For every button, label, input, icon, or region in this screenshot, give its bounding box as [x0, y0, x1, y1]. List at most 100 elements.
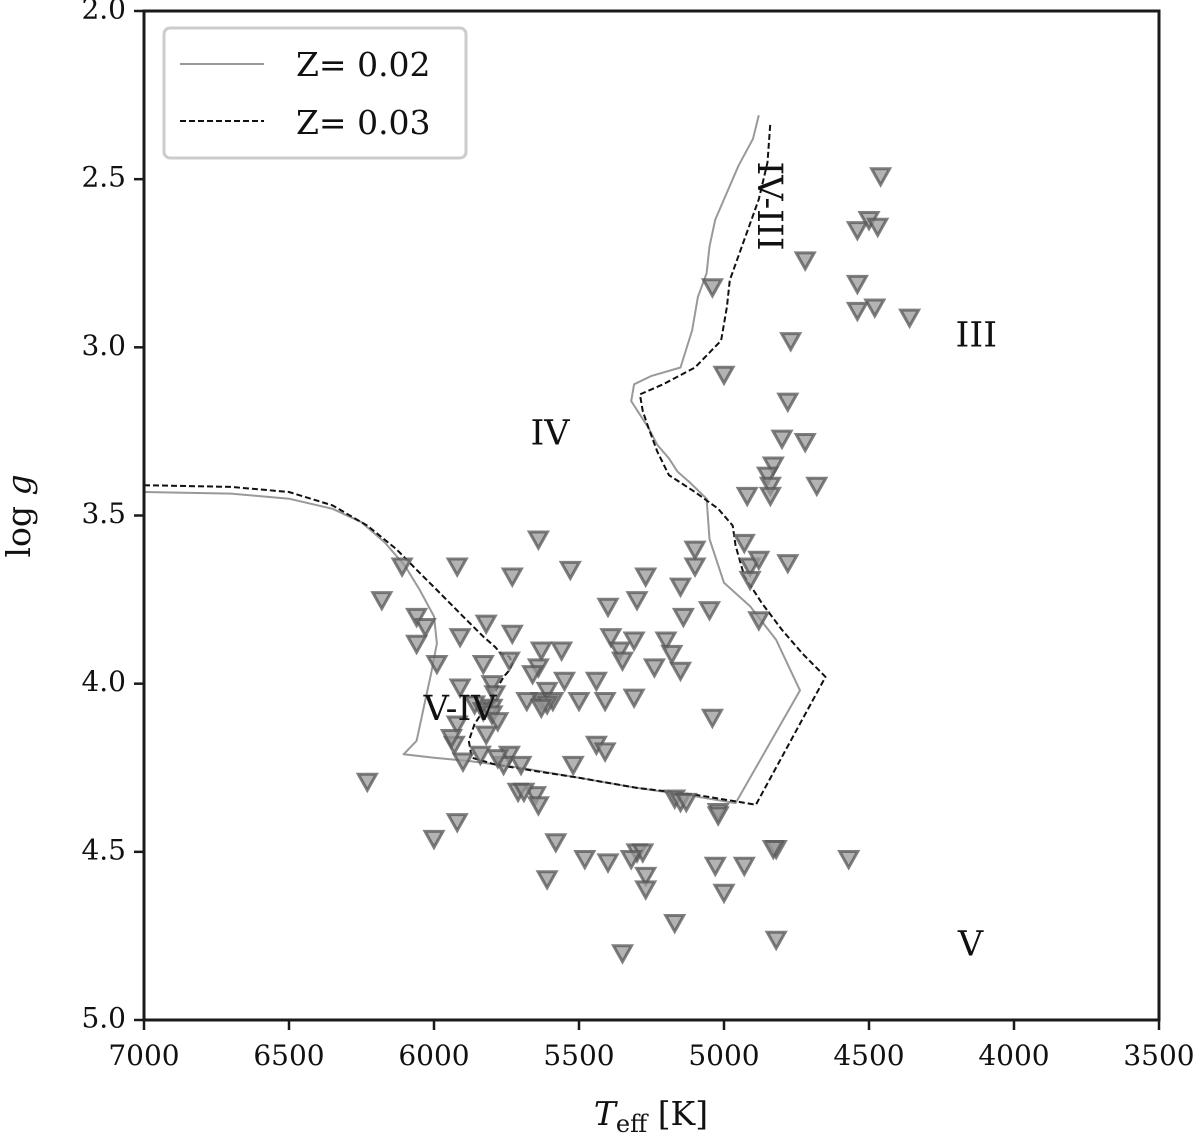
data-point-60	[642, 658, 666, 679]
y-tick-label-4: 4.0	[81, 665, 126, 698]
y-tick-label-6: 5.0	[81, 1002, 126, 1035]
data-point-21	[526, 530, 550, 552]
data-point-1	[845, 221, 869, 242]
data-point-63	[483, 685, 507, 706]
x-tick-label-6: 4000	[978, 1039, 1049, 1072]
legend: Z= 0.02 Z= 0.03	[162, 26, 468, 160]
data-point-14	[793, 433, 817, 454]
data-point-85	[439, 728, 463, 750]
data-point-9	[898, 308, 922, 330]
data-point-98	[526, 796, 550, 817]
data-point-44	[448, 628, 472, 649]
data-point-4	[793, 251, 817, 272]
data-point-75	[486, 712, 510, 733]
data-point-52	[529, 641, 553, 663]
data-point-55	[550, 641, 574, 663]
y-axis-label-space	[0, 496, 38, 507]
data-point-15	[761, 456, 785, 478]
y-axis-label: log g	[0, 474, 38, 557]
data-point-64	[448, 678, 472, 700]
legend-label-z002: Z= 0.02	[296, 45, 431, 84]
data-point-109	[596, 853, 620, 874]
x-tick-label-1: 6500	[253, 1039, 324, 1072]
data-point-5	[700, 278, 724, 299]
data-point-118	[761, 839, 785, 861]
data-point-101	[674, 792, 698, 814]
data-point-93	[486, 749, 510, 770]
data-point-86	[468, 745, 492, 767]
data-point-113	[634, 866, 658, 888]
data-point-51	[660, 644, 684, 666]
data-point-66	[552, 671, 577, 693]
data-point-46	[405, 634, 429, 656]
data-point-30	[683, 557, 707, 579]
data-point-34	[747, 611, 771, 632]
data-point-61	[668, 661, 693, 683]
data-point-48	[608, 641, 632, 663]
data-point-3	[866, 217, 890, 239]
marker-layer	[355, 167, 922, 965]
data-point-65	[584, 671, 608, 693]
region-label-4: V	[957, 925, 984, 965]
x-tick-label-0: 7000	[108, 1039, 179, 1072]
data-point-62	[480, 675, 504, 696]
data-point-105	[422, 829, 446, 851]
region-label-2: IV	[530, 413, 570, 453]
data-point-114	[634, 880, 658, 901]
data-point-122	[663, 913, 687, 935]
data-point-67	[535, 681, 559, 703]
x-tick-label-7: 3500	[1123, 1039, 1194, 1072]
data-point-24	[500, 567, 524, 589]
data-point-49	[622, 631, 646, 653]
data-point-106	[445, 813, 469, 834]
region-label-1: III	[956, 316, 997, 356]
data-point-120	[535, 870, 559, 891]
data-point-11	[712, 365, 736, 387]
data-point-96	[523, 786, 548, 807]
data-point-108	[573, 850, 597, 871]
data-point-89	[593, 742, 617, 763]
data-point-16	[755, 466, 780, 488]
x-axis-label-sub: eff	[616, 1110, 649, 1138]
series-line-1	[144, 121, 827, 806]
data-point-35	[370, 591, 394, 612]
data-point-43	[474, 614, 498, 636]
data-point-97	[512, 782, 536, 804]
data-point-7	[845, 301, 869, 323]
y-axis-label-italic: g	[0, 474, 38, 495]
data-point-92	[509, 755, 533, 777]
x-axis-label-unit: [K]	[658, 1094, 708, 1133]
y-tick-label-2: 3.0	[81, 329, 126, 362]
data-point-20	[805, 476, 829, 498]
data-point-41	[405, 607, 429, 629]
data-point-17	[758, 476, 782, 498]
data-point-19	[735, 486, 759, 508]
data-point-8	[863, 298, 887, 320]
legend-label-z003: Z= 0.03	[296, 103, 431, 142]
data-point-31	[747, 550, 771, 572]
data-point-59	[610, 651, 635, 673]
data-point-79	[622, 688, 646, 710]
data-point-39	[668, 577, 693, 599]
y-tick-label-5: 4.5	[81, 833, 126, 866]
data-point-82	[529, 698, 553, 720]
data-point-0	[869, 167, 893, 188]
data-point-23	[390, 557, 414, 579]
data-point-28	[634, 567, 658, 589]
data-point-115	[703, 856, 727, 878]
data-point-12	[776, 392, 800, 414]
data-point-27	[776, 554, 800, 575]
data-point-112	[619, 850, 643, 871]
y-axis-label-main: log	[0, 506, 38, 558]
x-tick-label-2: 6000	[398, 1039, 469, 1072]
data-point-56	[471, 654, 495, 676]
data-point-40	[671, 607, 695, 629]
data-point-78	[593, 691, 617, 713]
data-point-77	[474, 725, 498, 747]
data-point-94	[561, 755, 585, 777]
data-point-107	[544, 833, 568, 854]
data-point-37	[625, 591, 649, 612]
data-point-33	[738, 570, 762, 592]
